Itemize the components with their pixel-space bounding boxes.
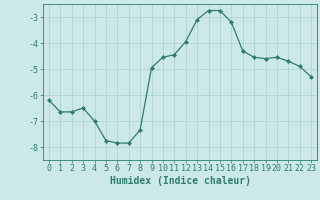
X-axis label: Humidex (Indice chaleur): Humidex (Indice chaleur) — [109, 176, 251, 186]
